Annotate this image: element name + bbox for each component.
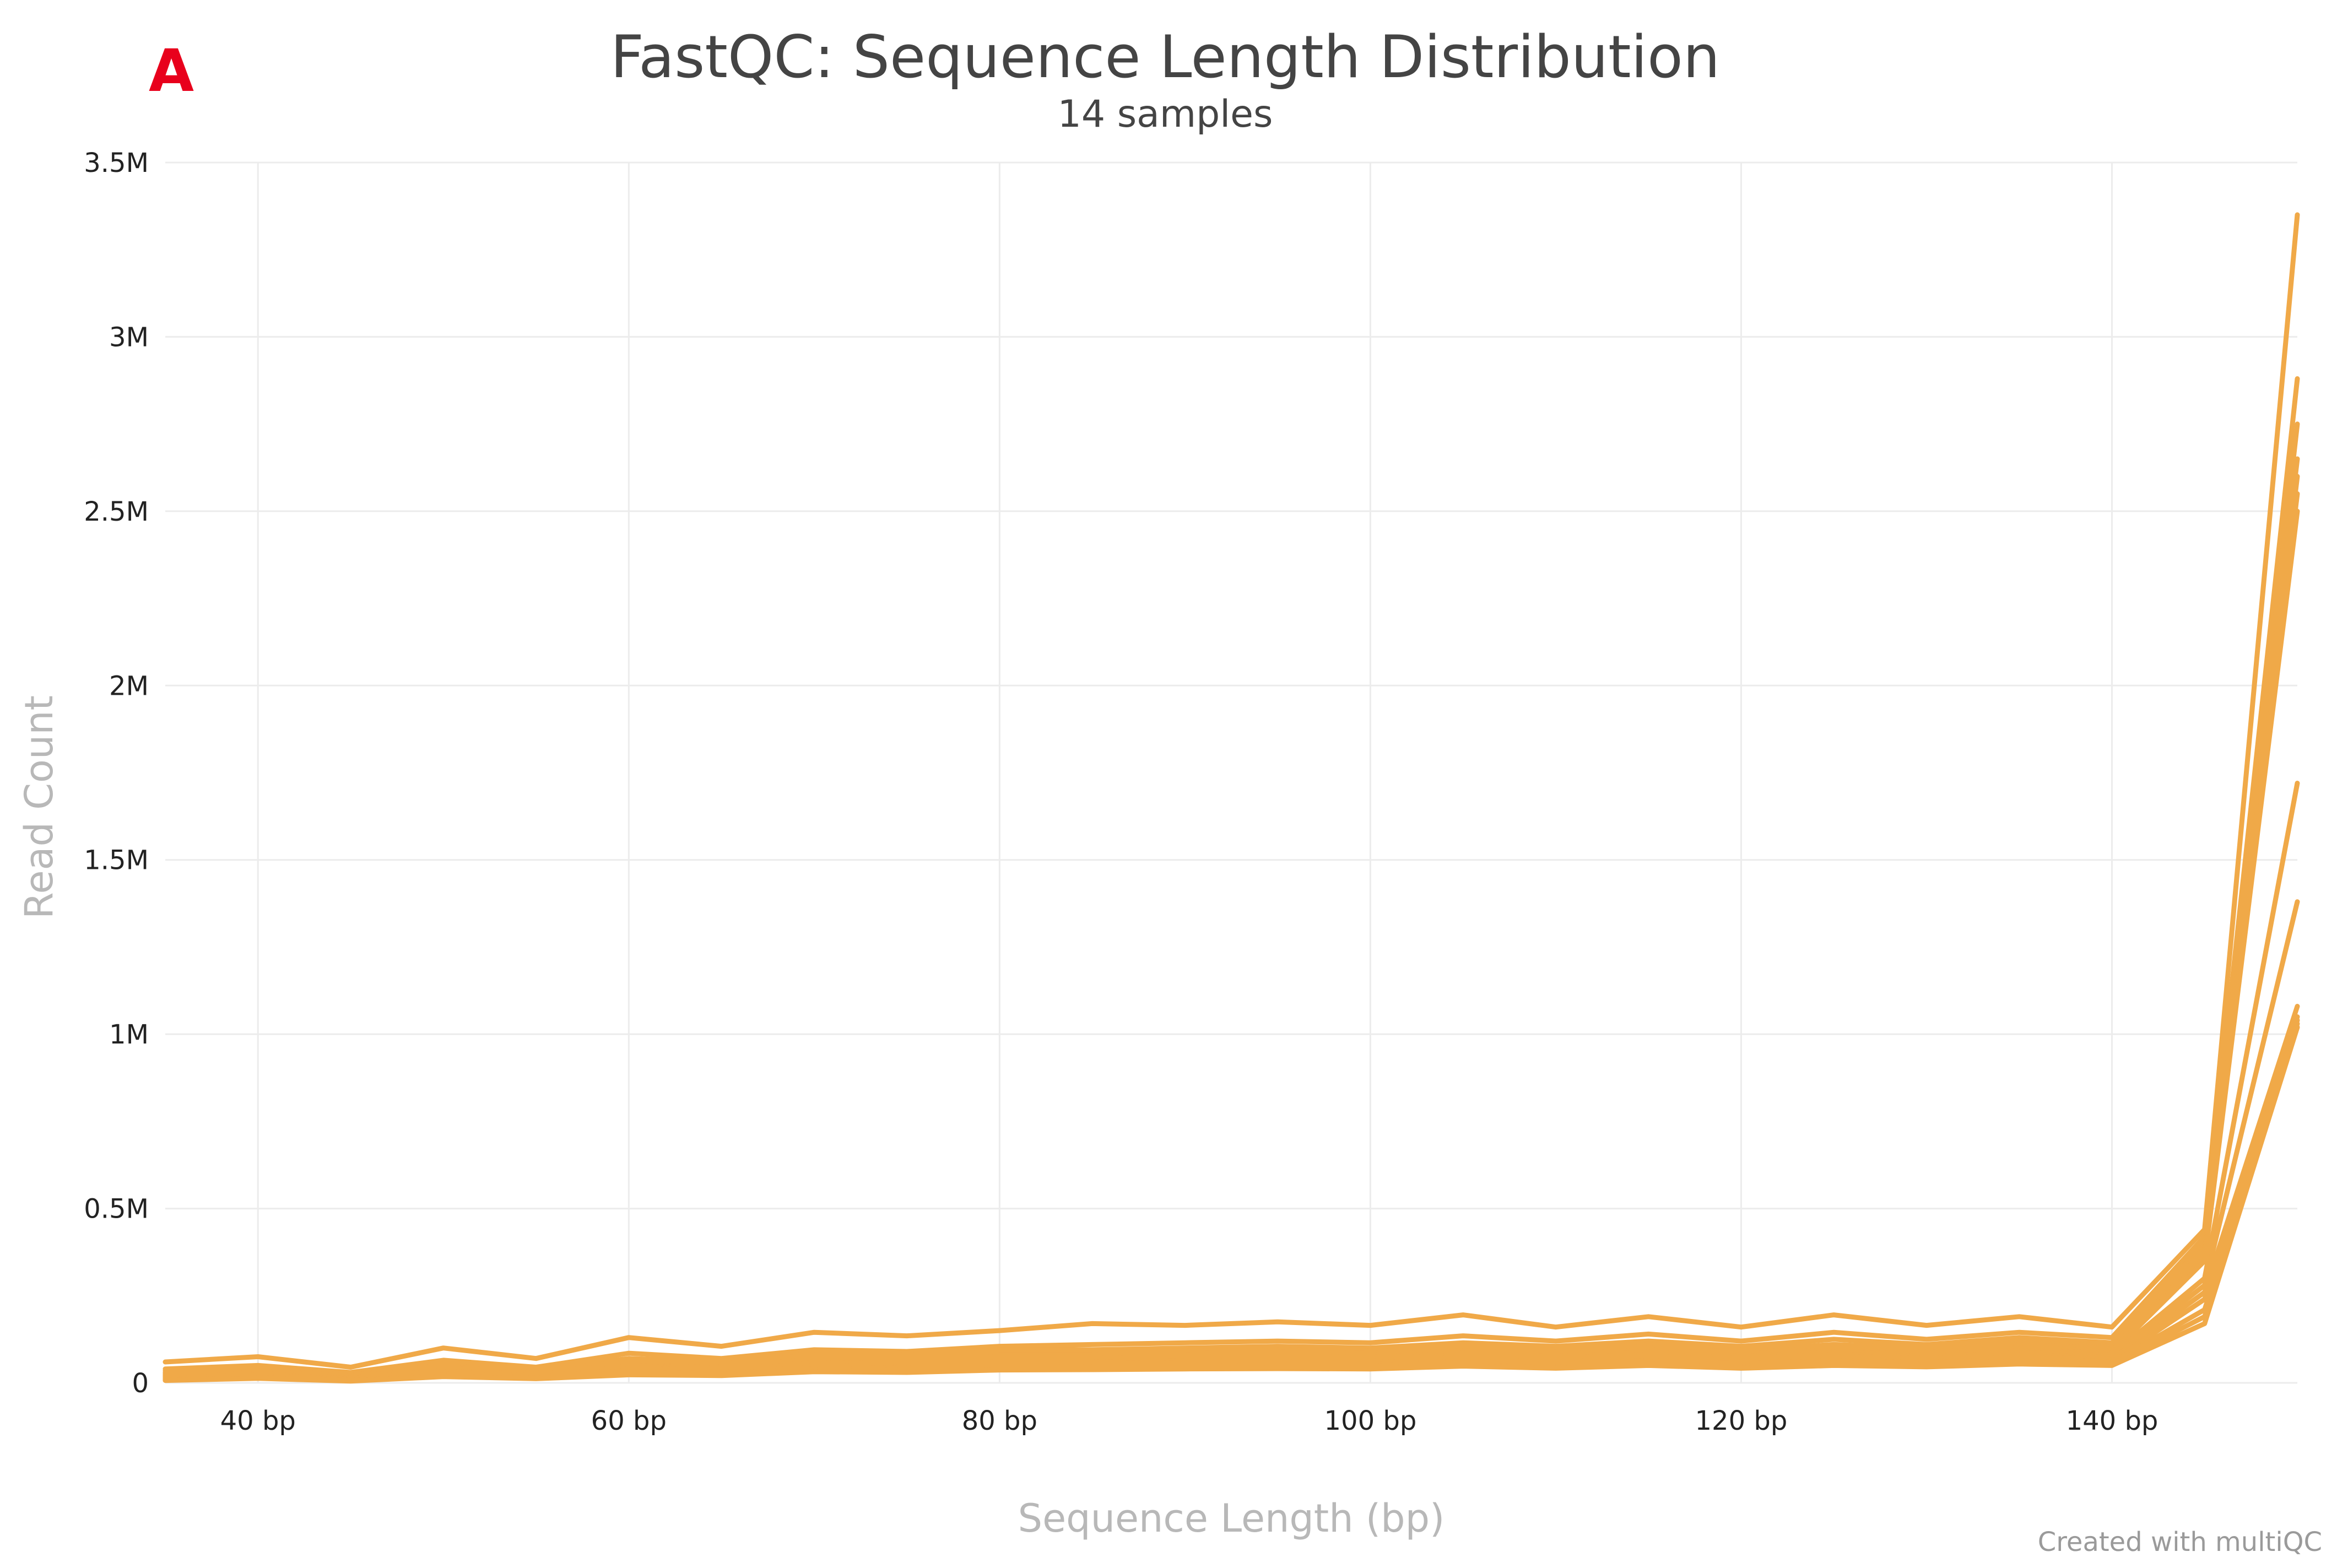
series-line-8[interactable]: [163, 781, 2300, 1381]
series-line-5[interactable]: [163, 474, 2300, 1378]
x-axis-title: Sequence Length (bp): [1018, 1496, 1445, 1541]
y-tick-label: 1M: [109, 1019, 149, 1050]
y-tick-label: 0.5M: [84, 1194, 149, 1225]
credit-text: Created with multiQC: [2038, 1527, 2322, 1558]
y-tick-label: 3M: [109, 322, 149, 353]
x-tick-label: 80 bp: [962, 1405, 1037, 1436]
y-tick-label: 3.5M: [84, 148, 149, 179]
x-tick-label: 40 bp: [220, 1405, 296, 1436]
series-line-7[interactable]: [163, 509, 2300, 1380]
series-line-2[interactable]: [163, 376, 2300, 1375]
x-tick-label: 100 bp: [1324, 1405, 1416, 1436]
grid-lines: [165, 161, 2297, 1384]
series-line-9[interactable]: [163, 899, 2300, 1381]
series-line-4[interactable]: [163, 456, 2300, 1378]
series-lines: [163, 212, 2300, 1384]
x-tick-label: 60 bp: [591, 1405, 667, 1436]
chart-title: FastQC: Sequence Length Distribution: [610, 23, 1720, 91]
series-line-12[interactable]: [163, 1018, 2300, 1383]
series-line-13[interactable]: [163, 1021, 2300, 1383]
y-tick-label: 1.5M: [84, 845, 149, 876]
x-tick-label: 120 bp: [1695, 1405, 1788, 1436]
series-line-1[interactable]: [163, 212, 2300, 1370]
panel-label: A: [149, 37, 194, 105]
x-tick-label: 140 bp: [2066, 1405, 2159, 1436]
axis-ticks: 0 0.5M 1M 1.5M 2M 2.5M 3M 3.5M 40 bp 60 bp 80 bp 10…: [84, 148, 2158, 1436]
chart-subtitle: 14 samples: [1058, 93, 1273, 136]
y-tick-label: 2.5M: [84, 496, 149, 527]
y-axis-title: Read Count: [17, 695, 62, 919]
series-line-14[interactable]: [163, 1025, 2300, 1384]
y-tick-label: 0: [132, 1368, 149, 1399]
series-line-3[interactable]: [163, 421, 2300, 1377]
y-tick-label: 2M: [109, 671, 149, 701]
series-line-6[interactable]: [163, 491, 2300, 1380]
